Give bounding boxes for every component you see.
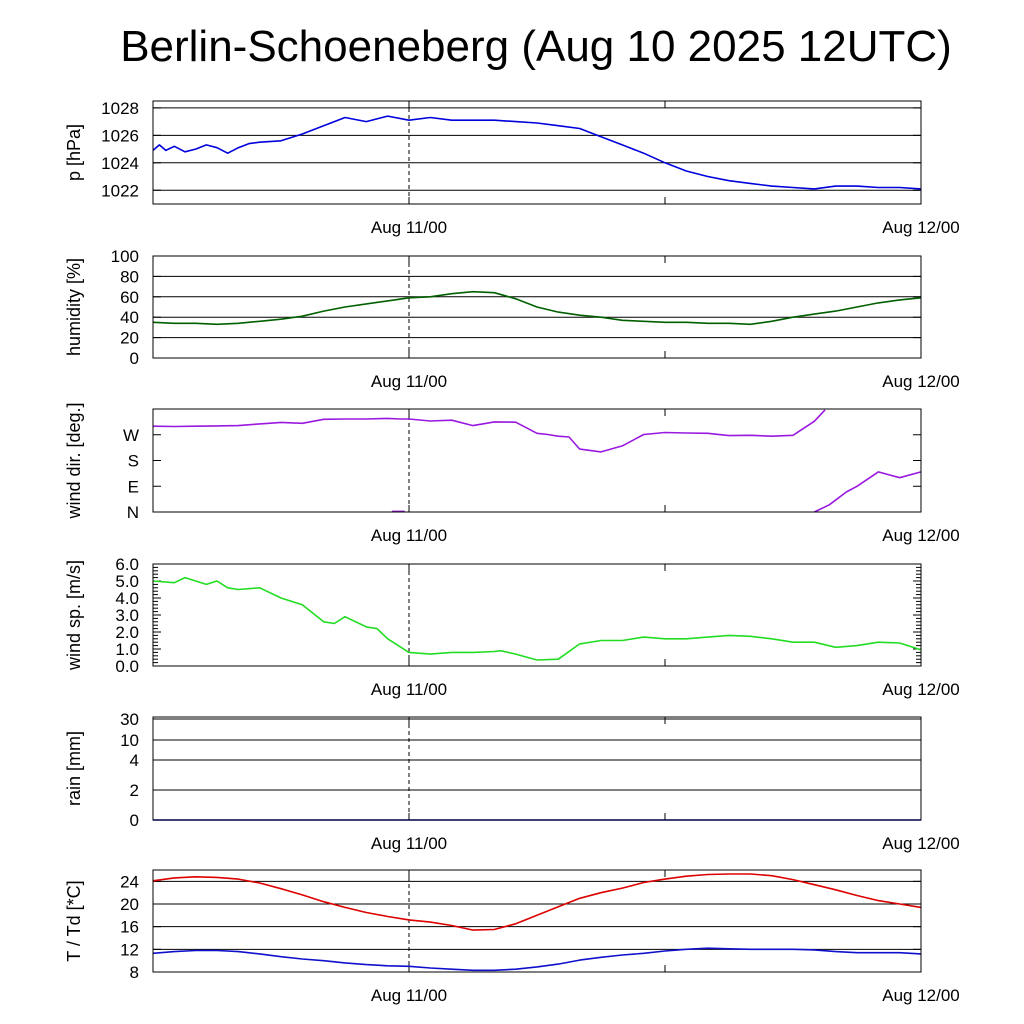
y-tick-label: 1.0 — [115, 640, 139, 659]
series-line-1 — [152, 409, 826, 453]
y-axis-label: wind sp. [m/s] — [64, 560, 84, 671]
y-tick-label: 8 — [130, 963, 139, 982]
panel-4: 0.01.02.03.04.05.06.0 Aug 11/00 Aug 12/00 w… — [64, 555, 960, 699]
y-tick-label: 0 — [130, 811, 139, 830]
y-tick-label: 20 — [120, 329, 139, 348]
y-tick-label: 20 — [120, 895, 139, 914]
plot-frame — [152, 563, 922, 667]
y-tick-label: 24 — [120, 872, 139, 891]
panel-6: 8 12 16 20 24 Aug 11/00 Aug 12/00 T / Td [*C] — [64, 869, 960, 1005]
y-axis-label: p [hPa] — [64, 124, 84, 181]
panel-5: 0 2 410 30 Aug 11/00 Aug 12/00 rain [mm] — [64, 710, 960, 853]
x-tick-label: Aug 12/00 — [882, 372, 960, 391]
y-tick-label: 3.0 — [115, 606, 139, 625]
series-line-1 — [152, 873, 922, 931]
y-tick-label: E — [128, 477, 139, 496]
y-tick-label: 1024 — [101, 154, 139, 173]
series-line-1 — [152, 115, 922, 190]
y-tick-label: 6.0 — [115, 555, 139, 574]
y-axis-label: wind dir. [deg.] — [64, 402, 84, 519]
x-tick-label: Aug 11/00 — [371, 526, 447, 545]
y-tick-label: S — [128, 452, 139, 471]
x-tick-label: Aug 11/00 — [371, 834, 447, 853]
x-tick-label: Aug 12/00 — [882, 218, 960, 237]
x-tick-label: Aug 11/00 — [371, 218, 447, 237]
y-axis-label: humidity [%] — [64, 258, 84, 356]
y-tick-label: 2.0 — [115, 623, 139, 642]
x-tick-label: Aug 12/00 — [882, 834, 960, 853]
y-tick-label: 12 — [120, 940, 139, 959]
series-line-1 — [152, 290, 922, 326]
y-axis-label: T / Td [*C] — [64, 880, 84, 961]
series-line-2 — [152, 947, 922, 972]
x-tick-label: Aug 11/00 — [371, 680, 447, 699]
plot-frame — [152, 716, 922, 821]
y-tick-label: 0 — [130, 349, 139, 368]
y-tick-label: 60 — [120, 288, 139, 307]
y-tick-label: 10 — [120, 731, 139, 750]
series-line-3 — [813, 471, 922, 513]
y-tick-label: 80 — [120, 267, 139, 286]
plot-frame — [152, 255, 922, 359]
series-line-1 — [152, 576, 922, 661]
y-axis-label: rain [mm] — [64, 731, 84, 806]
chart-title: Berlin-Schoeneberg (Aug 10 2025 12UTC) — [120, 22, 952, 71]
y-tick-label: 2 — [130, 781, 139, 800]
y-tick-label: 5.0 — [115, 572, 139, 591]
y-tick-label: N — [127, 503, 139, 522]
x-tick-label: Aug 12/00 — [882, 526, 960, 545]
x-tick-label: Aug 11/00 — [371, 372, 447, 391]
y-tick-label: 16 — [120, 918, 139, 937]
y-tick-label: 1026 — [101, 126, 139, 145]
x-tick-label: Aug 11/00 — [371, 986, 447, 1005]
plot-frame — [152, 408, 922, 513]
panel-1: 1022 1024 1026 1028 Aug 11/00 Aug 12/00 p [hPa… — [64, 99, 960, 237]
y-tick-label: 40 — [120, 308, 139, 327]
y-tick-label: 0.0 — [115, 657, 139, 676]
plot-frame — [152, 100, 922, 205]
y-tick-label: 1028 — [101, 99, 139, 118]
y-tick-label: 30 — [120, 710, 139, 729]
y-tick-label: W — [123, 426, 139, 445]
y-tick-label: 100 — [111, 247, 139, 266]
x-tick-label: Aug 12/00 — [882, 680, 960, 699]
y-tick-label: 4.0 — [115, 589, 139, 608]
y-tick-label: 1022 — [101, 181, 139, 200]
y-tick-label: 4 — [130, 751, 139, 770]
plot-frame — [152, 869, 922, 973]
x-tick-label: Aug 12/00 — [882, 986, 960, 1005]
